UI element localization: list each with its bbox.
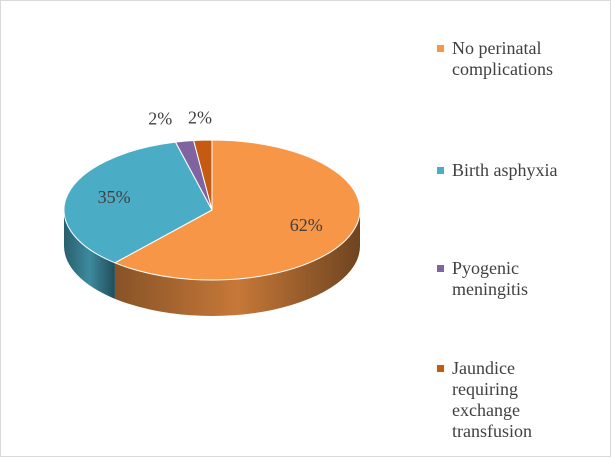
data-label: 62%: [290, 215, 323, 235]
legend-label: No perinatal complications: [452, 38, 553, 79]
data-label: 2%: [188, 107, 212, 127]
data-label: 2%: [148, 109, 172, 129]
slice-side: [114, 210, 360, 317]
legend-label: Jaundice requiring exchange transfusion: [452, 358, 532, 441]
legend-swatch: [437, 265, 444, 272]
slice-side: [64, 210, 115, 299]
legend-swatch: [437, 45, 444, 52]
data-label: 35%: [98, 187, 131, 207]
legend-swatch: [437, 365, 444, 372]
legend-item: Jaundice requiring exchange transfusion: [437, 358, 562, 442]
slice: [63, 141, 213, 264]
legend-label: Birth asphyxia: [452, 160, 558, 180]
legend-swatch: [437, 167, 444, 174]
legend-item: Pyogenic meningitis: [437, 258, 562, 300]
legend-item: No perinatal complications: [437, 38, 562, 80]
slice: [113, 139, 361, 281]
slice: [192, 139, 213, 211]
legend-item: Birth asphyxia: [437, 160, 562, 181]
legend-label: Pyogenic meningitis: [452, 258, 528, 299]
